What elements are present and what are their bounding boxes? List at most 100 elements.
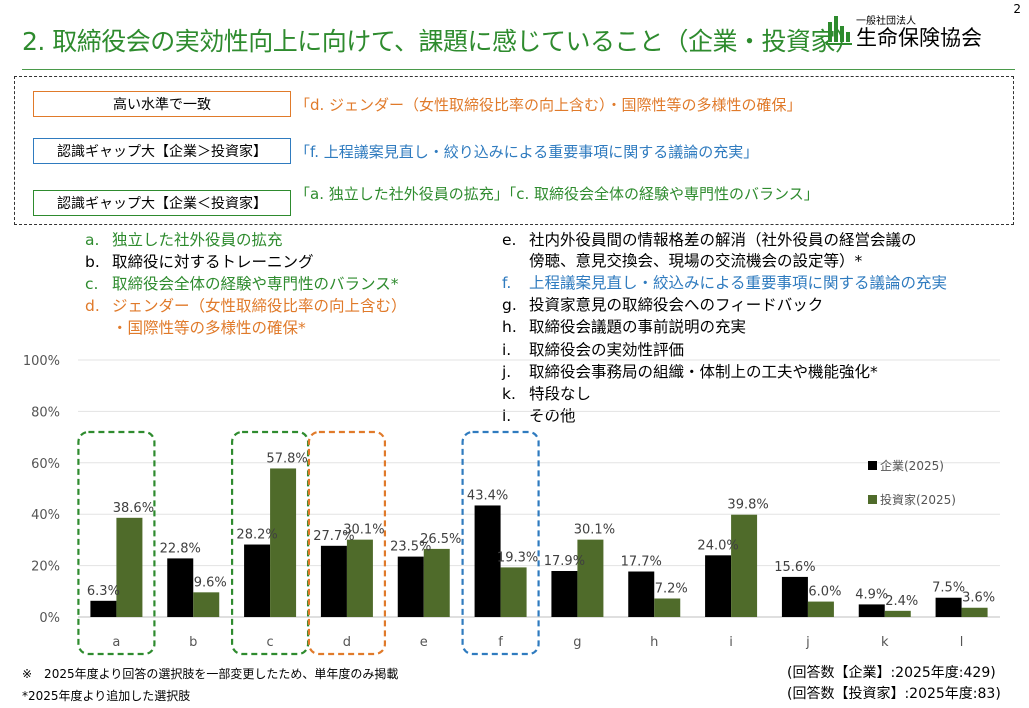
summary-box: 高い水準で一致 「d. ジェンダー（女性取締役比率の向上含む）・国際性等の多様性…: [14, 76, 1014, 225]
legend-text: 取締役会議題の事前説明の充実: [529, 318, 747, 336]
legend-text: 独立した社外役員の拡充: [112, 231, 283, 249]
data-label-investor: 7.2%: [655, 581, 688, 596]
bar-company-g: [551, 570, 578, 617]
bar-investor-g: [577, 539, 604, 617]
bar-company-f: [474, 505, 501, 617]
page-title: 2. 取締役会の実効性向上に向けて、課題に感じていること（企業・投資家）: [22, 27, 860, 56]
x-tick-label: d: [343, 635, 351, 650]
x-tick-label: i: [729, 635, 733, 650]
data-label-investor: 2.4%: [885, 594, 918, 609]
data-label-company: 27.7%: [313, 529, 354, 544]
bar-company-i: [705, 555, 732, 617]
bar-company-c: [244, 544, 271, 617]
bar-company-e: [397, 556, 424, 617]
legend-item-e-cont: 傍聴、意見交換会、現場の交流機会の設定等）*: [502, 252, 862, 271]
legend-item-f: f. 上程議案見直し・絞込みによる重要事項に関する議論の充実: [502, 274, 947, 293]
x-tick-label: l: [960, 635, 964, 650]
respondents-investor: (回答数【投資家】:2025年度:83): [787, 686, 1001, 702]
data-label-company: 6.3%: [87, 584, 120, 599]
legend-item-g: g. 投資家意見の取締役会へのフィードバック: [502, 296, 823, 315]
x-tick-label: b: [189, 635, 197, 650]
bar-investor-e: [423, 548, 450, 617]
data-label-company: 22.8%: [160, 541, 201, 556]
bar-company-j: [781, 576, 808, 617]
footnote-added: *2025年度より追加した選択肢: [22, 689, 191, 703]
legend-text: 傍聴、意見交換会、現場の交流機会の設定等）*: [529, 252, 863, 270]
x-tick-label: a: [112, 635, 120, 650]
data-label-company: 28.2%: [236, 528, 277, 543]
bar-investor-c: [270, 468, 297, 617]
legend-item-e: e. 社内外役員間の情報格差の解消（社外役員の経営会議の: [502, 231, 917, 250]
data-label-investor: 38.6%: [113, 501, 154, 516]
data-label-investor: 19.3%: [497, 550, 538, 565]
legend-item-b: b. 取締役に対するトレーニング: [85, 253, 314, 272]
legend-item-i: i. 取締役会の実効性評価: [502, 341, 684, 360]
page-number: 2: [1013, 2, 1021, 16]
legend-key: j.: [502, 363, 512, 381]
data-label-company: 17.9%: [544, 554, 585, 569]
y-tick-label: 0%: [39, 611, 60, 626]
legend-text: 社内外役員間の情報格差の解消（社外役員の経営会議の: [529, 231, 917, 249]
legend-item-h: h. 取締役会議題の事前説明の充実: [502, 318, 746, 337]
bar-company-a: [90, 600, 117, 617]
data-label-company: 4.9%: [855, 587, 888, 602]
footnote-change: ※ 2025年度より回答の選択肢を一部変更したため、単年度のみ掲載: [22, 667, 399, 681]
x-tick-label: k: [881, 635, 889, 650]
legend-key: l.: [502, 407, 512, 425]
x-tick-label: c: [267, 635, 274, 650]
data-label-investor: 26.5%: [420, 532, 461, 547]
legend-text: ・国際性等の多様性の確保*: [112, 319, 306, 337]
data-label-company: 7.5%: [932, 581, 965, 596]
data-label-company: 17.7%: [621, 555, 662, 570]
summary-tag-gap-company: 認識ギャップ大【企業＞投資家】: [33, 138, 291, 164]
bar-investor-b: [193, 592, 220, 617]
data-label-investor: 39.8%: [727, 498, 768, 513]
legend-swatch: [868, 461, 877, 470]
y-tick-label: 100%: [23, 354, 60, 369]
legend-key: i.: [502, 341, 512, 359]
legend-item-k: k. 特段なし: [502, 385, 591, 404]
bar-investor-k: [884, 610, 911, 617]
summary-tag-gap-investor: 認識ギャップ大【企業＜投資家】: [33, 190, 291, 216]
x-tick-label: g: [573, 635, 581, 650]
legend-key: a.: [85, 231, 100, 249]
summary-text-gap-company: 「f. 上程議案見直し・絞り込みによる重要事項に関する議論の充実」: [295, 143, 759, 161]
legend-label: 投資家(2025): [880, 492, 956, 507]
legend-item-c: c. 取締役会全体の経験や専門性のバランス*: [85, 275, 398, 294]
legend-item-d-cont: ・国際性等の多様性の確保*: [85, 319, 306, 338]
x-tick-label: j: [805, 635, 810, 650]
legend-text: 取締役に対するトレーニング: [112, 253, 314, 271]
respondents-company: (回答数【企業】:2025年度:429): [787, 665, 996, 681]
bar-investor-j: [807, 601, 834, 617]
legend-swatch: [868, 495, 877, 504]
legend-key: k.: [502, 385, 516, 403]
legend-text: ジェンダー（女性取締役比率の向上含む）: [112, 297, 407, 315]
bar-company-l: [935, 597, 962, 617]
data-label-company: 15.6%: [774, 560, 815, 575]
x-tick-label: h: [650, 635, 658, 650]
bar-investor-a: [116, 517, 143, 617]
data-label-company: 23.5%: [390, 540, 431, 555]
y-tick-label: 40%: [31, 508, 60, 523]
legend-item-d: d. ジェンダー（女性取締役比率の向上含む）: [85, 297, 407, 316]
logo-icon: [826, 16, 852, 45]
logo-org-name: 生命保険協会: [856, 26, 982, 50]
data-label-investor: 30.1%: [343, 523, 384, 538]
bar-investor-i: [731, 514, 758, 617]
highlight-box-f: [461, 430, 540, 656]
legend-label: 企業(2025): [880, 458, 944, 473]
legend-key: f.: [502, 274, 512, 292]
bar-company-d: [320, 545, 347, 617]
legend-text: 上程議案見直し・絞込みによる重要事項に関する議論の充実: [529, 274, 948, 292]
data-label-investor: 30.1%: [574, 523, 615, 538]
legend-text: 取締役会の実効性評価: [529, 341, 685, 359]
bar-company-b: [167, 558, 194, 617]
legend-key: g.: [502, 296, 517, 314]
y-tick-label: 80%: [31, 405, 60, 420]
summary-text-gap-investor: 「a. 独立した社外役員の拡充」「c. 取締役会全体の経験や専門性のバランス」: [295, 185, 819, 203]
legend-key: h.: [502, 318, 517, 336]
summary-tag-high-agreement: 高い水準で一致: [33, 91, 291, 117]
data-label-investor: 57.8%: [266, 451, 307, 466]
legend-key: d.: [85, 297, 100, 315]
